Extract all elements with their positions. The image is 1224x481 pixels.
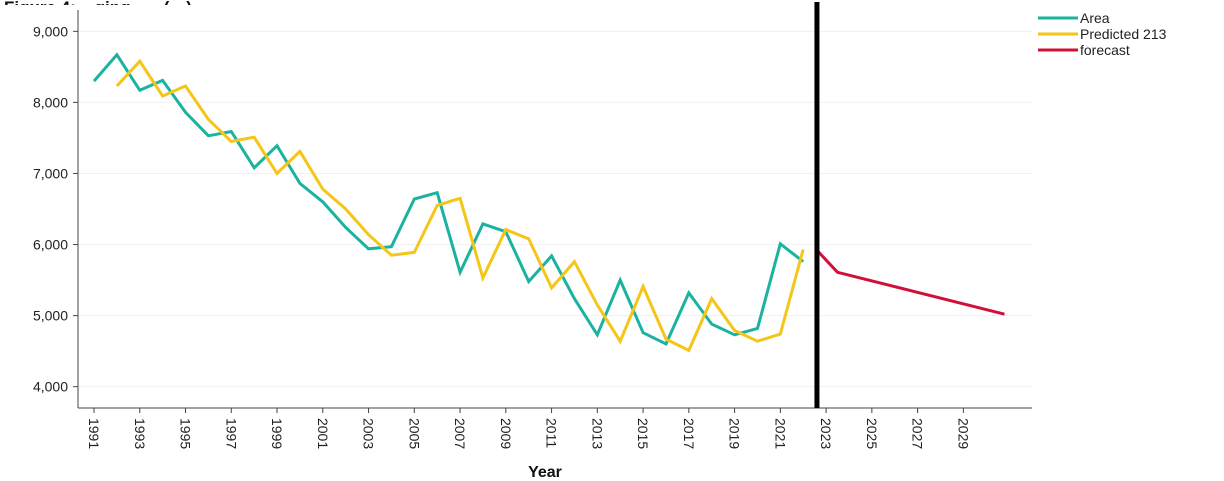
x-tick-label: 2011 bbox=[544, 418, 560, 448]
x-tick-label: 2015 bbox=[635, 418, 651, 449]
x-tick-label: 1995 bbox=[178, 418, 194, 449]
x-tick-label: 2001 bbox=[315, 418, 331, 449]
axes bbox=[77, 10, 1032, 409]
x-axis-ticks: 1991 1993 1995 1997 1999 2001 2003 2005 2007 2009… bbox=[86, 408, 971, 449]
series-line-forecast bbox=[815, 249, 1005, 316]
x-tick-label: 1999 bbox=[269, 418, 285, 449]
x-tick-label: 2003 bbox=[361, 418, 377, 449]
legend-label: Area bbox=[1080, 10, 1110, 26]
y-tick-label: 7,000 bbox=[33, 165, 68, 181]
x-tick-label: 2029 bbox=[955, 418, 971, 449]
x-tick-label: 1991 bbox=[86, 418, 102, 449]
y-axis-ticks: 4,000 5,000 6,000 7,000 8,000 9,000 bbox=[33, 23, 78, 395]
x-tick-label: 2027 bbox=[910, 418, 926, 449]
x-tick-label: 1993 bbox=[132, 418, 148, 449]
figure-heading: Figure 4: ...ging... ...(…)… bbox=[4, 0, 209, 17]
x-tick-label: 2019 bbox=[727, 418, 743, 449]
y-tick-label: 4,000 bbox=[33, 379, 68, 395]
series-line-predicted-213 bbox=[115, 58, 805, 353]
y-tick-label: 8,000 bbox=[33, 94, 68, 110]
y-tick-label: 6,000 bbox=[33, 237, 68, 253]
x-tick-label: 2023 bbox=[818, 418, 834, 449]
x-axis-title: Year bbox=[528, 464, 562, 481]
x-tick-label: 2025 bbox=[864, 418, 880, 449]
gridlines bbox=[78, 30, 1032, 388]
x-tick-label: 2009 bbox=[498, 418, 514, 449]
x-tick-label: 2007 bbox=[452, 418, 468, 449]
x-tick-label: 2013 bbox=[589, 418, 605, 449]
x-tick-label: 2005 bbox=[406, 418, 422, 449]
y-tick-label: 9,000 bbox=[33, 23, 68, 39]
series-line-area bbox=[92, 52, 805, 347]
x-tick-label: 1997 bbox=[223, 418, 239, 449]
y-tick-label: 5,000 bbox=[33, 308, 68, 324]
x-tick-label: 2017 bbox=[681, 418, 697, 449]
legend-label: Predicted 213 bbox=[1080, 26, 1167, 42]
x-tick-label: 2021 bbox=[772, 418, 788, 449]
legend-label: forecast bbox=[1080, 42, 1130, 58]
series-lines bbox=[92, 52, 1005, 353]
